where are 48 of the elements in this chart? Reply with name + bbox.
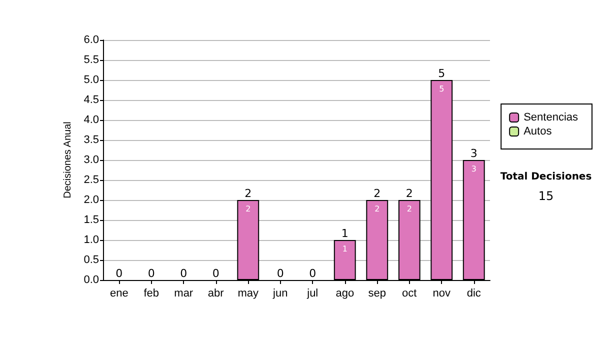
total-label: 0: [309, 267, 316, 280]
x-tick-label: abr: [208, 288, 224, 300]
x-tick-label: sep: [368, 288, 386, 300]
x-tick-label: oct: [402, 288, 417, 300]
y-tick-label: 4.5: [84, 94, 99, 106]
x-tick-label: nov: [432, 288, 451, 300]
total-label: 5: [438, 67, 446, 80]
x-tick-label: jun: [272, 288, 288, 300]
total-label: 2: [374, 187, 381, 200]
total-label: 1: [341, 227, 348, 240]
total-label: 0: [212, 267, 220, 280]
y-axis-title: Decisiones Anual: [62, 122, 74, 198]
y-tick-label: 1.0: [84, 234, 99, 246]
y-tick-label: 0.5: [84, 254, 99, 266]
x-tick-label: dic: [466, 288, 482, 300]
data-label: 1: [342, 244, 348, 254]
total-label: 0: [276, 267, 284, 280]
data-label: 2: [406, 204, 412, 214]
y-tick-label: 2.5: [84, 174, 99, 186]
data-label: 2: [374, 204, 380, 214]
y-tick-label: 3.5: [84, 134, 99, 146]
data-label: 5: [439, 84, 444, 94]
text: 15: [538, 189, 554, 203]
x-tick-label: may: [238, 288, 260, 300]
y-tick-label: 5.0: [84, 74, 99, 86]
total-label: 0: [116, 267, 123, 280]
legend-label: Autos: [524, 126, 552, 138]
x-tick-label: jul: [306, 288, 318, 300]
x-tick-label: feb: [144, 288, 160, 300]
legend-label: Sentencias: [524, 112, 578, 124]
y-tick-label: 6.0: [84, 34, 99, 46]
y-tick-label: 3.0: [84, 154, 99, 166]
x-tick-label: ago: [336, 288, 354, 300]
text: Total Decisiones: [500, 172, 592, 182]
y-tick-label: 1.5: [84, 214, 99, 226]
y-tick-label: 2.0: [84, 194, 99, 206]
y-tick-label: 0.0: [84, 274, 99, 286]
x-tick-label: mar: [174, 288, 194, 300]
total-label: 3: [470, 147, 478, 160]
data-label: 2: [246, 204, 251, 214]
y-tick-label: 4.0: [84, 114, 99, 126]
y-tick-label: 5.5: [84, 54, 99, 66]
data-label: 3: [471, 164, 476, 174]
total-label: 2: [406, 187, 413, 200]
total-label: 2: [244, 187, 252, 200]
total-label: 0: [148, 267, 155, 280]
x-tick-label: ene: [110, 288, 128, 300]
total-label: 0: [180, 267, 188, 280]
